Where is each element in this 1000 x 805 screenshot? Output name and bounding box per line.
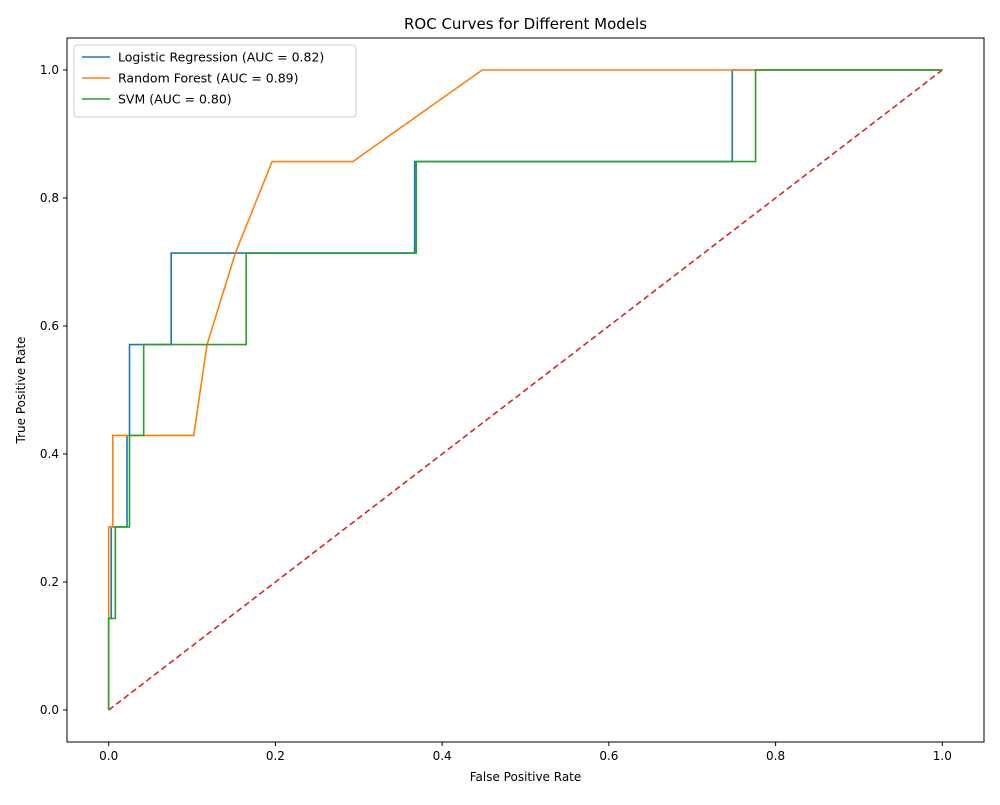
x-axis-ticks: 0.0 0.2 0.4 0.6 0.8 1.0: [99, 742, 952, 763]
chart-title: ROC Curves for Different Models: [404, 15, 647, 33]
legend-label-3: SVM (AUC = 0.80): [118, 92, 232, 107]
y-tick-label: 0.4: [40, 447, 59, 461]
x-tick-label: 0.0: [99, 749, 118, 763]
x-axis-label: False Positive Rate: [470, 770, 582, 784]
plot-area: [107, 69, 943, 711]
legend-label-1: Logistic Regression (AUC = 0.82): [118, 50, 324, 65]
x-tick-label: 0.4: [433, 749, 452, 763]
legend: Logistic Regression (AUC = 0.82) Random F…: [73, 44, 357, 118]
x-tick-label: 0.8: [766, 749, 785, 763]
x-tick-label: 1.0: [933, 749, 952, 763]
x-tick-label: 0.6: [599, 749, 618, 763]
axes-frame: [66, 37, 985, 743]
legend-box: [73, 44, 357, 118]
x-tick-label: 0.2: [266, 749, 285, 763]
series-line-2: [107, 69, 943, 710]
y-tick-label: 0.8: [40, 191, 59, 205]
y-axis-label: True Positive Rate: [14, 337, 28, 445]
legend-label-2: Random Forest (AUC = 0.89): [118, 71, 299, 86]
reference-diagonal-line: [108, 69, 943, 711]
series-line-3: [107, 69, 943, 710]
y-tick-label: 0.6: [40, 319, 59, 333]
y-axis-ticks: 0.0 0.2 0.4 0.6 0.8 1.0: [40, 63, 67, 717]
y-tick-label: 0.2: [40, 575, 59, 589]
y-tick-label: 1.0: [40, 63, 59, 77]
y-tick-label: 0.0: [40, 703, 59, 717]
